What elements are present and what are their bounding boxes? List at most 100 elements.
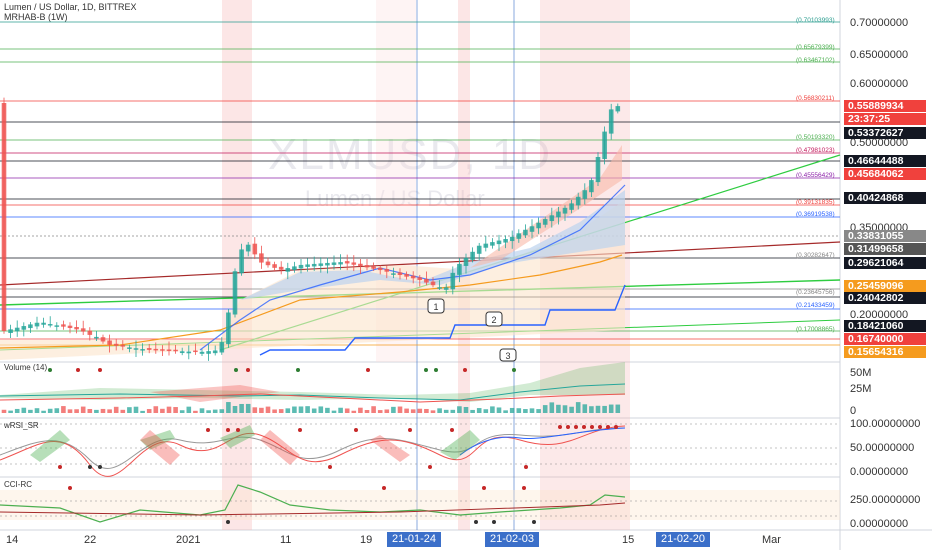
time-axis-cursor-label: 21-02-20	[656, 532, 711, 547]
signal-marker	[234, 368, 238, 372]
volume-bar	[443, 409, 449, 413]
candle-body	[113, 343, 119, 346]
volume-bar	[529, 408, 535, 413]
signal-marker	[614, 425, 618, 429]
volume-bar	[265, 406, 271, 413]
signal-marker	[296, 368, 300, 372]
volume-bar	[278, 409, 284, 413]
candle-body	[14, 327, 20, 332]
candle-body	[615, 106, 621, 112]
volume-bar	[450, 409, 456, 413]
volume-bar	[133, 406, 139, 413]
candle-body	[179, 351, 185, 354]
volume-bar	[549, 402, 555, 413]
indicator-label: MRHAB-B (1W)	[4, 12, 68, 22]
candle-body	[47, 324, 53, 326]
volume-bar	[325, 407, 330, 413]
volume-bar	[54, 408, 60, 413]
signal-marker	[226, 520, 230, 524]
price-axis-label: 0.70000000	[850, 17, 909, 29]
signal-marker	[512, 368, 516, 372]
fib-label-4: (0.50193320)	[796, 134, 835, 141]
volume-bar	[199, 408, 205, 413]
time-axis-label: 19	[360, 534, 373, 546]
volume-bar	[8, 410, 13, 413]
candle-body	[542, 219, 548, 225]
candle-body	[278, 266, 284, 270]
volume-bar	[160, 408, 165, 413]
candle-body	[582, 190, 588, 199]
candle-body	[94, 336, 99, 339]
volume-bar	[430, 410, 436, 413]
wave-label-2: 2	[491, 315, 496, 325]
signal-marker	[434, 368, 438, 372]
candle-body	[28, 324, 33, 329]
candle-body	[311, 263, 317, 267]
signal-marker	[492, 520, 496, 524]
volume-bar	[239, 403, 244, 413]
volume-bar	[338, 407, 343, 413]
signal-marker	[226, 428, 230, 432]
volume-bar	[595, 405, 601, 413]
candle-body	[338, 262, 343, 265]
candle-body	[160, 349, 165, 351]
volume-bar	[272, 409, 277, 413]
volume-bar	[252, 407, 258, 413]
volume-bar	[305, 406, 310, 413]
volume-bar	[94, 409, 99, 413]
candle-body	[305, 264, 310, 267]
candle-body	[107, 340, 112, 345]
signal-marker	[68, 486, 72, 490]
price-tag: 0.29621064	[844, 257, 926, 269]
volume-bar	[344, 408, 350, 413]
signal-marker	[590, 425, 594, 429]
volume-bar	[384, 409, 390, 413]
candle-body	[54, 325, 60, 327]
signal-marker	[450, 428, 454, 432]
price-tag: 0.25459096	[844, 280, 926, 292]
signal-marker	[328, 465, 332, 469]
price-axis-label: 0.60000000	[850, 78, 909, 90]
candle-body	[61, 324, 66, 327]
volume-bar	[212, 409, 218, 413]
candle-body	[212, 350, 218, 354]
candle-body	[285, 268, 291, 272]
volume-bar	[28, 409, 33, 413]
signal-marker	[58, 465, 62, 469]
wave-label-1: 1	[433, 302, 438, 312]
volume-axis-label: 25M	[850, 383, 872, 395]
signal-marker	[463, 368, 467, 372]
candle-body	[344, 261, 350, 264]
signal-marker	[354, 428, 358, 432]
candle-body	[245, 244, 251, 252]
fib-label-8: (0.36919538)	[796, 211, 835, 218]
candle-body	[549, 215, 555, 222]
volume-bar	[153, 406, 159, 413]
volume-bar	[615, 404, 621, 413]
signal-marker	[48, 368, 52, 372]
signal-marker	[522, 486, 526, 490]
candle-body	[430, 281, 436, 286]
volume-bar	[87, 408, 93, 413]
candle-body	[146, 348, 152, 350]
volume-bar	[67, 409, 73, 413]
candle-body	[358, 263, 363, 267]
volume-bar	[285, 408, 291, 413]
price-tag: 0.45684062	[844, 168, 926, 180]
price-tag: 0.40424868	[844, 192, 926, 204]
candle-body	[259, 253, 264, 263]
volume-bar	[311, 408, 317, 413]
signal-marker	[206, 428, 210, 432]
candle-body	[556, 211, 561, 218]
price-tag: 0.24042802	[844, 292, 926, 304]
volume-axis-label: 50M	[850, 367, 872, 379]
volume-bar	[107, 409, 112, 413]
candlestick-series	[1, 97, 621, 361]
candle-body	[193, 350, 198, 353]
candle-body	[331, 262, 337, 265]
volume-bar	[113, 406, 119, 413]
time-axis-label: 22	[84, 534, 97, 546]
wrsi-label: wRSI_SR	[4, 421, 39, 430]
signal-marker	[566, 425, 570, 429]
